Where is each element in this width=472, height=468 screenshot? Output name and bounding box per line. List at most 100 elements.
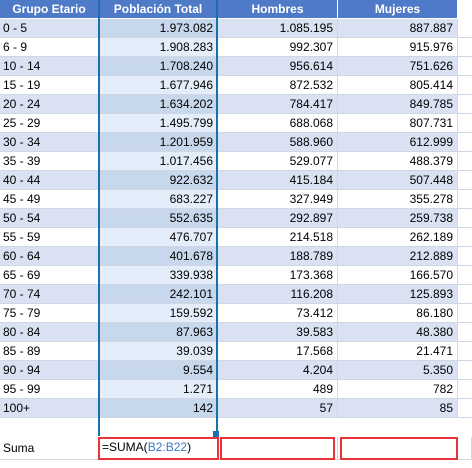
poblacion-total-cell[interactable]: 1.973.082 [99, 19, 218, 38]
sum-label[interactable]: Suma [0, 437, 99, 460]
grupo-etario-cell[interactable]: 70 - 74 [0, 285, 99, 304]
empty-cell[interactable] [458, 266, 472, 285]
hombres-cell[interactable]: 872.532 [218, 76, 338, 95]
empty-cell[interactable] [458, 380, 472, 399]
empty-cell[interactable] [458, 76, 472, 95]
hombres-cell[interactable]: 588.960 [218, 133, 338, 152]
empty-cell[interactable] [458, 171, 472, 190]
mujeres-cell[interactable]: 915.976 [338, 38, 458, 57]
mujeres-cell[interactable]: 849.785 [338, 95, 458, 114]
mujeres-cell[interactable]: 166.570 [338, 266, 458, 285]
hombres-cell[interactable]: 188.789 [218, 247, 338, 266]
grupo-etario-cell[interactable]: 60 - 64 [0, 247, 99, 266]
grupo-etario-cell[interactable]: 15 - 19 [0, 76, 99, 95]
grupo-etario-cell[interactable]: 30 - 34 [0, 133, 99, 152]
empty-cell[interactable] [458, 38, 472, 57]
hombres-cell[interactable]: 1.085.195 [218, 19, 338, 38]
empty-cell[interactable] [458, 228, 472, 247]
grupo-etario-cell[interactable]: 65 - 69 [0, 266, 99, 285]
poblacion-total-cell[interactable]: 339.938 [99, 266, 218, 285]
formula-in-cell[interactable]: =SUMA(B2:B22) [102, 437, 191, 458]
grupo-etario-cell[interactable]: 55 - 59 [0, 228, 99, 247]
mujeres-cell[interactable]: 212.889 [338, 247, 458, 266]
grupo-etario-cell[interactable]: 95 - 99 [0, 380, 99, 399]
poblacion-total-cell[interactable]: 1.708.240 [99, 57, 218, 76]
poblacion-total-cell[interactable]: 683.227 [99, 190, 218, 209]
empty-cell[interactable] [458, 247, 472, 266]
hombres-cell[interactable]: 327.949 [218, 190, 338, 209]
poblacion-total-cell[interactable]: 87.963 [99, 323, 218, 342]
empty-cell[interactable] [458, 133, 472, 152]
hombres-cell[interactable]: 57 [218, 399, 338, 418]
empty-cell[interactable] [458, 285, 472, 304]
empty-cell[interactable] [458, 0, 472, 19]
grupo-etario-cell[interactable]: 75 - 79 [0, 304, 99, 323]
empty-cell[interactable] [458, 323, 472, 342]
grupo-etario-cell[interactable]: 85 - 89 [0, 342, 99, 361]
empty-cell[interactable] [458, 57, 472, 76]
poblacion-total-cell[interactable]: 1.677.946 [99, 76, 218, 95]
hombres-cell[interactable]: 116.208 [218, 285, 338, 304]
grupo-etario-cell[interactable]: 50 - 54 [0, 209, 99, 228]
mujeres-cell[interactable]: 262.189 [338, 228, 458, 247]
empty-cell[interactable] [458, 95, 472, 114]
empty-cell[interactable] [458, 209, 472, 228]
poblacion-total-cell[interactable]: 142 [99, 399, 218, 418]
hombres-cell[interactable]: 39.583 [218, 323, 338, 342]
hombres-cell[interactable]: 73.412 [218, 304, 338, 323]
grupo-etario-cell[interactable]: 90 - 94 [0, 361, 99, 380]
mujeres-cell[interactable]: 782 [338, 380, 458, 399]
hombres-cell[interactable]: 214.518 [218, 228, 338, 247]
poblacion-total-cell[interactable]: 1.495.799 [99, 114, 218, 133]
empty-cell[interactable] [458, 437, 472, 460]
header-hombres[interactable]: Hombres [218, 0, 338, 19]
poblacion-total-cell[interactable]: 1.908.283 [99, 38, 218, 57]
mujeres-cell[interactable]: 125.893 [338, 285, 458, 304]
header-grupo-etario[interactable]: Grupo Etario [0, 0, 99, 19]
poblacion-total-cell[interactable]: 1.634.202 [99, 95, 218, 114]
poblacion-total-cell[interactable]: 159.592 [99, 304, 218, 323]
mujeres-cell[interactable]: 612.999 [338, 133, 458, 152]
mujeres-cell[interactable]: 807.731 [338, 114, 458, 133]
poblacion-total-cell[interactable]: 1.017.456 [99, 152, 218, 171]
poblacion-total-cell[interactable]: 9.554 [99, 361, 218, 380]
fill-handle[interactable] [213, 431, 219, 437]
poblacion-total-cell[interactable]: 922.632 [99, 171, 218, 190]
poblacion-total-cell[interactable]: 39.039 [99, 342, 218, 361]
mujeres-cell[interactable]: 21.471 [338, 342, 458, 361]
empty-cell[interactable] [458, 190, 472, 209]
empty-cell[interactable] [458, 361, 472, 380]
header-poblacion-total[interactable]: Población Total [99, 0, 218, 19]
poblacion-total-cell[interactable]: 1.201.959 [99, 133, 218, 152]
grupo-etario-cell[interactable]: 100+ [0, 399, 99, 418]
hombres-cell[interactable]: 529.077 [218, 152, 338, 171]
poblacion-total-cell[interactable]: 242.101 [99, 285, 218, 304]
mujeres-cell[interactable]: 887.887 [338, 19, 458, 38]
grupo-etario-cell[interactable]: 6 - 9 [0, 38, 99, 57]
poblacion-total-cell[interactable]: 552.635 [99, 209, 218, 228]
mujeres-cell[interactable]: 507.448 [338, 171, 458, 190]
grupo-etario-cell[interactable]: 80 - 84 [0, 323, 99, 342]
hombres-cell[interactable]: 489 [218, 380, 338, 399]
hombres-cell[interactable]: 173.368 [218, 266, 338, 285]
empty-cell[interactable] [458, 19, 472, 38]
grupo-etario-cell[interactable]: 35 - 39 [0, 152, 99, 171]
mujeres-cell[interactable]: 805.414 [338, 76, 458, 95]
grupo-etario-cell[interactable]: 10 - 14 [0, 57, 99, 76]
empty-cell[interactable] [458, 114, 472, 133]
grupo-etario-cell[interactable]: 25 - 29 [0, 114, 99, 133]
poblacion-total-cell[interactable]: 476.707 [99, 228, 218, 247]
mujeres-cell[interactable]: 85 [338, 399, 458, 418]
mujeres-cell[interactable]: 488.379 [338, 152, 458, 171]
grupo-etario-cell[interactable]: 0 - 5 [0, 19, 99, 38]
hombres-cell[interactable]: 784.417 [218, 95, 338, 114]
hombres-cell[interactable]: 415.184 [218, 171, 338, 190]
mujeres-cell[interactable]: 48.380 [338, 323, 458, 342]
header-mujeres[interactable]: Mujeres [338, 0, 458, 19]
hombres-cell[interactable]: 992.307 [218, 38, 338, 57]
grupo-etario-cell[interactable]: 20 - 24 [0, 95, 99, 114]
mujeres-cell[interactable]: 355.278 [338, 190, 458, 209]
grupo-etario-cell[interactable]: 45 - 49 [0, 190, 99, 209]
grupo-etario-cell[interactable]: 40 - 44 [0, 171, 99, 190]
hombres-cell[interactable]: 688.068 [218, 114, 338, 133]
